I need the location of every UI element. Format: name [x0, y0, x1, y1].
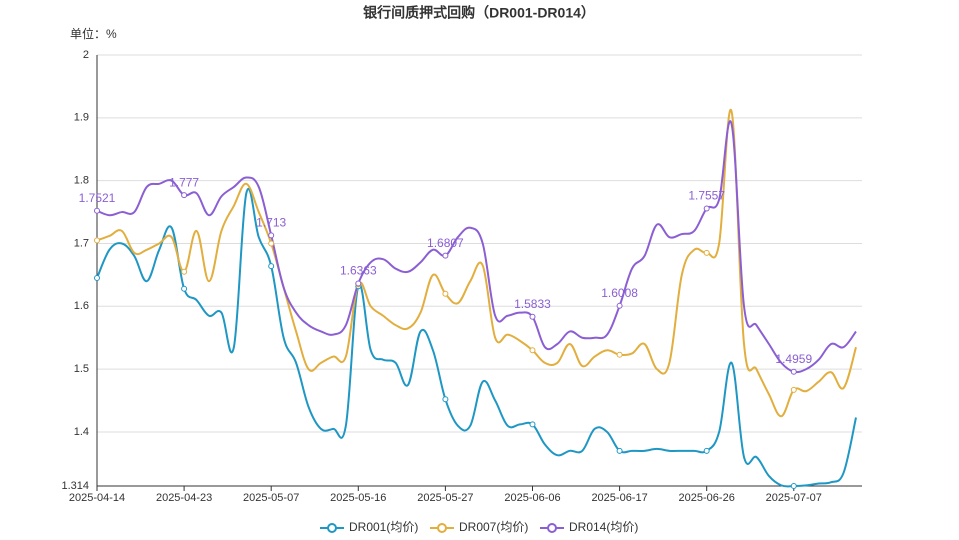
data-label: 1.5833 [514, 297, 551, 311]
y-tick-label: 1.4 [74, 426, 89, 438]
data-point [616, 351, 623, 358]
data-point [529, 421, 536, 428]
x-tick-label: 2025-04-14 [69, 492, 125, 504]
data-point [181, 268, 188, 275]
data-point [616, 447, 623, 454]
data-point [181, 192, 188, 199]
y-tick-label: 2 [83, 49, 89, 61]
data-label: 1.777 [169, 175, 199, 189]
legend-marker [437, 523, 447, 533]
data-label: 1.7521 [79, 191, 116, 205]
data-point [790, 386, 797, 393]
x-tick-label: 2025-06-17 [591, 492, 647, 504]
legend-marker [327, 523, 337, 533]
data-point [790, 368, 797, 375]
series-line [96, 108, 857, 418]
data-point [355, 280, 362, 287]
data-point [703, 447, 710, 454]
data-point [268, 240, 275, 247]
data-label: 1.6363 [340, 264, 377, 278]
y-tick-label: 1.8 [74, 175, 89, 187]
y-axis-label: 单位：% [70, 26, 117, 41]
y-tick-label: 1.314 [61, 480, 89, 492]
data-point [94, 207, 100, 214]
data-point [442, 290, 449, 297]
data-point [94, 275, 100, 282]
data-point [181, 285, 188, 292]
legend-marker [547, 523, 557, 533]
data-point [529, 313, 536, 320]
series-line [96, 187, 857, 488]
data-point [442, 252, 449, 259]
x-tick-label: 2025-05-27 [417, 492, 473, 504]
legend-label: DR001(均价) [349, 520, 418, 534]
y-tick-label: 1.9 [74, 112, 89, 124]
series-line [96, 120, 857, 374]
x-tick-label: 2025-05-07 [243, 492, 299, 504]
data-label: 1.7557 [688, 189, 725, 203]
data-point [268, 232, 275, 239]
data-point [442, 396, 449, 403]
data-point [616, 302, 623, 309]
data-point [703, 249, 710, 256]
data-point [529, 347, 536, 354]
data-point [268, 263, 275, 270]
data-label: 1.6807 [427, 236, 464, 250]
data-point [703, 205, 710, 212]
y-tick-label: 1.6 [74, 300, 89, 312]
data-point [790, 483, 797, 489]
y-tick-label: 1.5 [74, 363, 89, 375]
data-label: 1.4959 [775, 352, 812, 366]
legend: DR001(均价) DR007(均价) DR014(均价) [320, 520, 638, 534]
y-tick-label: 1.7 [74, 237, 89, 249]
data-point [94, 237, 100, 244]
chart-title: 银行间质押式回购（DR001-DR014） [363, 5, 595, 21]
data-label: 1.6008 [601, 286, 638, 300]
legend-label: DR007(均价) [459, 520, 528, 534]
x-tick-label: 2025-05-16 [330, 492, 386, 504]
x-tick-label: 2025-06-06 [504, 492, 560, 504]
legend-label: DR014(均价) [569, 520, 638, 534]
x-tick-label: 2025-04-23 [156, 492, 212, 504]
data-label: 1.713 [256, 215, 286, 229]
x-tick-label: 2025-06-26 [679, 492, 735, 504]
x-tick-label: 2025-07-07 [766, 492, 822, 504]
